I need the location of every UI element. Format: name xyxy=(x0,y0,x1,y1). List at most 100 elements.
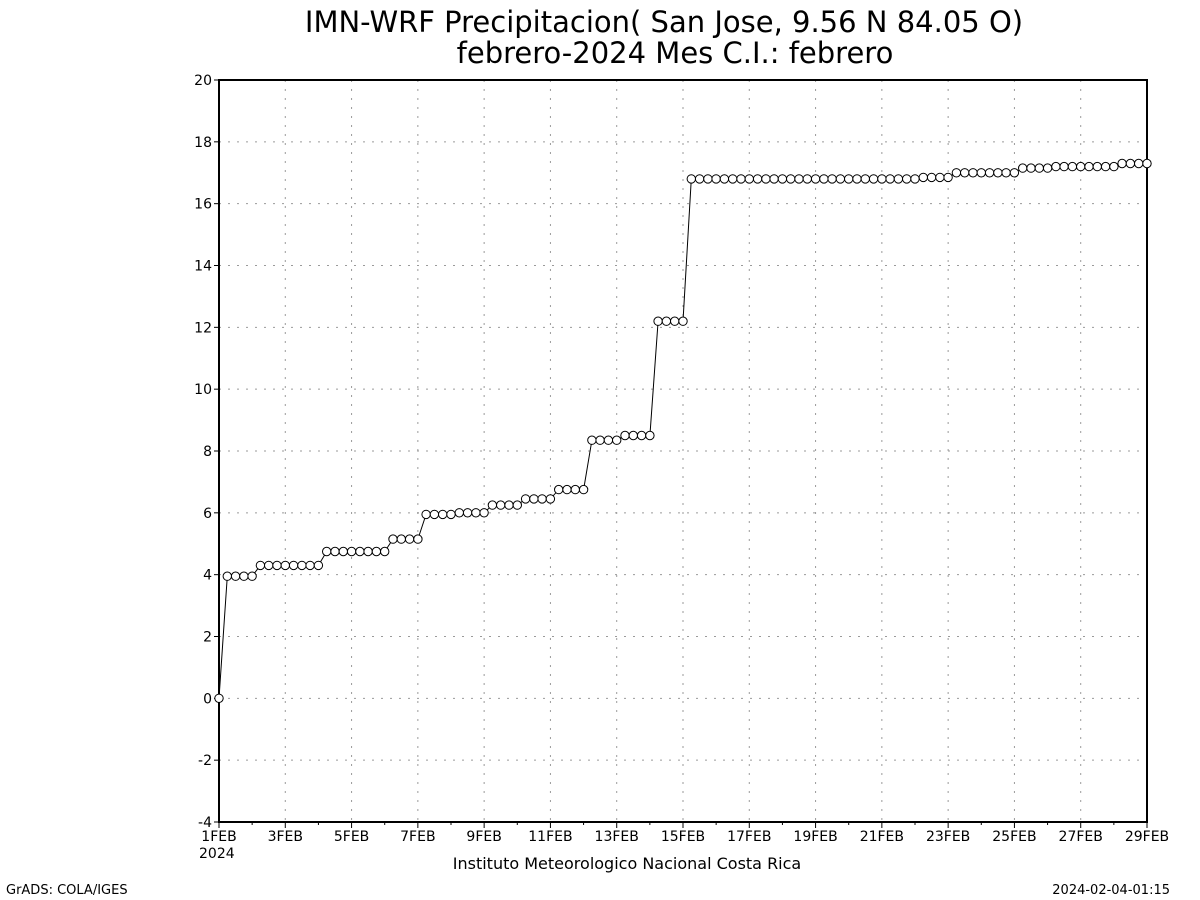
data-point xyxy=(562,484,572,495)
y-tick-label: -4 xyxy=(198,815,212,831)
data-point xyxy=(371,546,382,557)
data-point xyxy=(529,494,539,504)
institution-label: Instituto Meteorologico Nacional Costa R… xyxy=(453,854,801,873)
data-point xyxy=(554,484,564,495)
y-tick-label: 4 xyxy=(203,568,212,584)
data-point xyxy=(429,509,440,520)
chart-title: IMN-WRF Precipitacion( San Jose, 9.56 N … xyxy=(305,5,1023,39)
data-point xyxy=(570,484,580,495)
data-point xyxy=(272,560,282,571)
x-tick-label: 25FEB xyxy=(992,829,1036,845)
data-point xyxy=(653,316,663,326)
data-point xyxy=(404,534,415,544)
data-point xyxy=(487,500,498,510)
x-tick-label: 9FEB xyxy=(466,829,501,845)
data-point xyxy=(661,316,672,326)
data-point xyxy=(612,435,622,445)
data-point xyxy=(860,174,870,184)
data-point xyxy=(446,509,456,520)
data-point xyxy=(388,534,398,544)
data-point xyxy=(537,494,547,504)
software-credit: GrADS: COLA/IGES xyxy=(6,883,128,898)
data-point xyxy=(636,430,647,441)
data-point xyxy=(993,168,1003,178)
x-tick-label: 23FEB xyxy=(926,829,970,845)
data-point xyxy=(1026,163,1036,173)
data-point xyxy=(686,174,696,184)
data-point xyxy=(462,508,473,518)
data-point xyxy=(827,174,837,184)
data-point xyxy=(454,508,464,518)
x-tick-label: 3FEB xyxy=(268,829,303,845)
data-point xyxy=(247,571,257,581)
data-point xyxy=(976,168,986,178)
x-tick-label: 17FEB xyxy=(727,829,771,845)
data-point xyxy=(1001,168,1011,178)
x-tick-label: 15FEB xyxy=(661,829,705,845)
data-point xyxy=(1018,163,1028,173)
data-point xyxy=(504,500,514,510)
data-point xyxy=(603,435,614,445)
data-point xyxy=(222,571,233,581)
data-point xyxy=(595,435,605,445)
data-point xyxy=(479,508,489,518)
data-point xyxy=(512,500,522,510)
data-point xyxy=(280,560,290,571)
y-tick-label: -2 xyxy=(198,753,212,769)
data-point xyxy=(338,546,348,557)
x-tick-label: 5FEB xyxy=(334,829,369,845)
data-point xyxy=(288,560,299,571)
data-point xyxy=(438,509,448,520)
data-point xyxy=(1042,163,1053,173)
data-point xyxy=(802,174,812,184)
data-point xyxy=(984,168,995,178)
data-point xyxy=(752,174,763,184)
data-point xyxy=(868,174,879,184)
data-point xyxy=(918,172,928,183)
x-axis: 1FEB 3FEB 5FEB 7FEB 9FEB 11FEB 13FEB 15FEB 17FEB… xyxy=(201,822,1169,845)
data-point xyxy=(877,174,887,184)
grid xyxy=(219,80,1147,822)
data-point xyxy=(578,484,589,495)
data-point xyxy=(744,174,754,184)
data-point xyxy=(935,172,945,183)
data-point xyxy=(355,546,365,557)
data-point xyxy=(960,168,970,178)
data-point xyxy=(313,560,324,571)
data-point xyxy=(885,174,895,184)
x-tick-label: 19FEB xyxy=(793,829,837,845)
data-point xyxy=(587,435,597,445)
data-point xyxy=(810,174,821,184)
data-point xyxy=(1109,161,1119,172)
data-point xyxy=(1059,161,1069,172)
y-tick-label: 14 xyxy=(194,259,212,275)
data-point xyxy=(1084,161,1094,172)
x-tick-label: 7FEB xyxy=(400,829,435,845)
data-point xyxy=(852,174,862,184)
y-tick-label: 10 xyxy=(194,382,212,398)
data-point xyxy=(786,174,796,184)
data-point xyxy=(1051,161,1061,172)
data-point xyxy=(1134,158,1144,169)
data-point xyxy=(678,316,688,326)
data-point xyxy=(363,546,373,557)
data-point xyxy=(1092,161,1103,172)
data-point xyxy=(264,560,274,571)
data-point xyxy=(620,430,630,441)
data-point xyxy=(1142,158,1152,169)
y-tick-label: 6 xyxy=(203,506,212,522)
x-tick-label: 27FEB xyxy=(1059,829,1103,845)
data-point xyxy=(396,534,406,544)
y-tick-label: 18 xyxy=(194,135,212,151)
timestamp-label: 2024-02-04-01:15 xyxy=(1052,883,1170,898)
y-tick-label: 2 xyxy=(203,630,212,646)
data-point xyxy=(902,174,912,184)
data-point xyxy=(703,174,713,184)
data-point xyxy=(421,509,431,520)
data-point xyxy=(794,174,804,184)
data-point xyxy=(835,174,846,184)
data-point xyxy=(777,174,788,184)
x-tick-label: 21FEB xyxy=(860,829,904,845)
data-point xyxy=(1009,168,1020,178)
